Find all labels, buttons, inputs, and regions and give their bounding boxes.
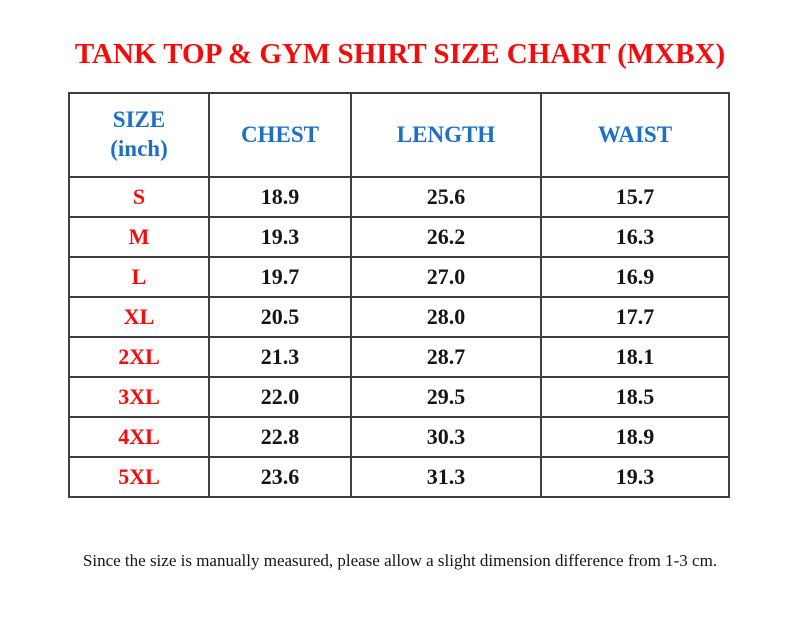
size-label-cell: 5XL (68, 456, 210, 498)
table-row: L 19.7 27.0 16.9 (68, 256, 730, 298)
measurement-cell: 19.3 (540, 456, 730, 498)
measurement-cell: 25.6 (350, 176, 542, 218)
table-row: S 18.9 25.6 15.7 (68, 176, 730, 218)
table-header-row: SIZE (inch) CHEST LENGTH WAIST (68, 92, 730, 178)
measurement-cell: 19.3 (208, 216, 352, 258)
size-label-cell: XL (68, 296, 210, 338)
measurement-cell: 16.9 (540, 256, 730, 298)
size-label-cell: 3XL (68, 376, 210, 418)
size-table-body: S 18.9 25.6 15.7 M 19.3 26.2 16.3 L 19.7 27.0 16.9 X… (68, 176, 730, 498)
measurement-cell: 17.7 (540, 296, 730, 338)
size-label-cell: 4XL (68, 416, 210, 458)
measurement-cell: 22.8 (208, 416, 352, 458)
measurement-cell: 31.3 (350, 456, 542, 498)
measurement-cell: 21.3 (208, 336, 352, 378)
measurement-cell: 18.1 (540, 336, 730, 378)
measurement-cell: 18.5 (540, 376, 730, 418)
column-header-waist: WAIST (540, 92, 730, 178)
measurement-cell: 15.7 (540, 176, 730, 218)
measurement-cell: 28.7 (350, 336, 542, 378)
measurement-cell: 22.0 (208, 376, 352, 418)
measurement-cell: 26.2 (350, 216, 542, 258)
measurement-cell: 27.0 (350, 256, 542, 298)
size-label-cell: 2XL (68, 336, 210, 378)
table-row: 3XL 22.0 29.5 18.5 (68, 376, 730, 418)
size-label-cell: L (68, 256, 210, 298)
column-header-chest: CHEST (208, 92, 352, 178)
size-chart-table: SIZE (inch) CHEST LENGTH WAIST S 18.9 25.6… (68, 92, 730, 498)
table-row: 2XL 21.3 28.7 18.1 (68, 336, 730, 378)
measurement-cell: 16.3 (540, 216, 730, 258)
measurement-cell: 20.5 (208, 296, 352, 338)
measurement-cell: 28.0 (350, 296, 542, 338)
measurement-cell: 29.5 (350, 376, 542, 418)
measurement-cell: 23.6 (208, 456, 352, 498)
measurement-cell: 18.9 (540, 416, 730, 458)
table-row: 4XL 22.8 30.3 18.9 (68, 416, 730, 458)
page-title: TANK TOP & GYM SHIRT SIZE CHART (MXBX) (74, 38, 726, 70)
table-row: 5XL 23.6 31.3 19.3 (68, 456, 730, 498)
measurement-cell: 18.9 (208, 176, 352, 218)
size-label-cell: S (68, 176, 210, 218)
measurement-cell: 19.7 (208, 256, 352, 298)
column-header-length: LENGTH (350, 92, 542, 178)
table-row: XL 20.5 28.0 17.7 (68, 296, 730, 338)
footnote: Since the size is manually measured, ple… (82, 551, 718, 570)
measurement-cell: 30.3 (350, 416, 542, 458)
column-header-size: SIZE (inch) (68, 92, 210, 178)
size-label-cell: M (68, 216, 210, 258)
table-row: M 19.3 26.2 16.3 (68, 216, 730, 258)
